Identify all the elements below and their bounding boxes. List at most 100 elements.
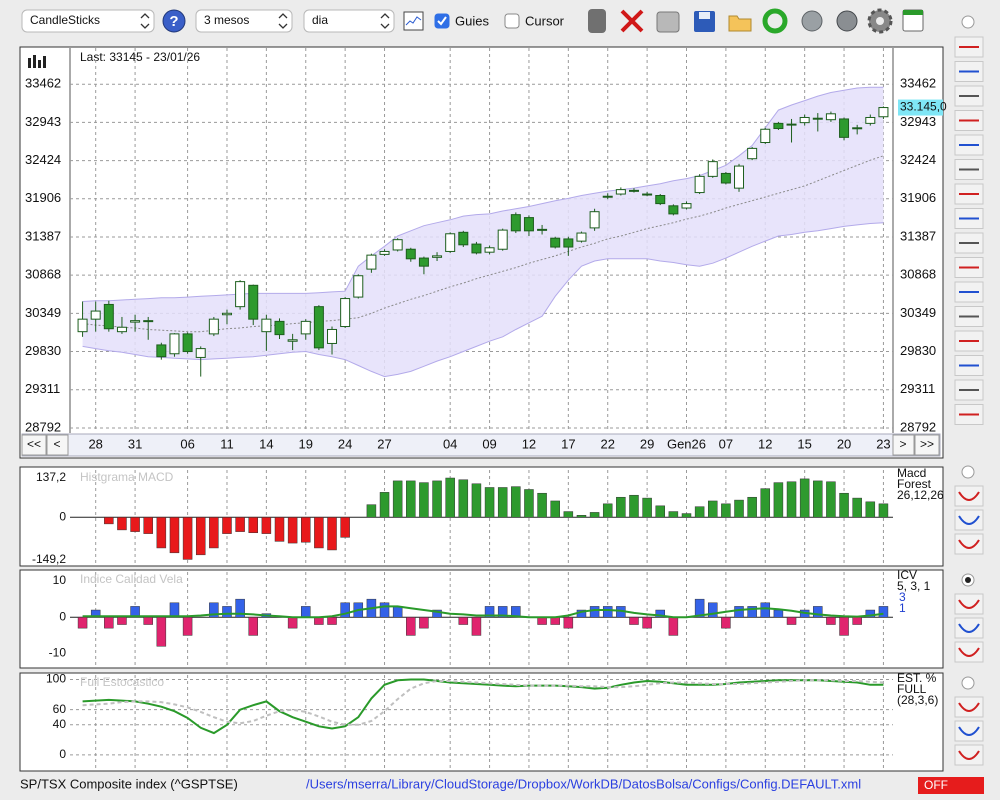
tool-icon (958, 726, 980, 736)
y-tick-label-right: 33462 (900, 76, 936, 91)
lower-band (82, 222, 884, 378)
chart-icon-line (405, 16, 422, 26)
candle-body (274, 320, 285, 336)
chart-icon[interactable] (403, 11, 424, 31)
y-tick-label: 32943 (25, 114, 61, 129)
candle-body (747, 147, 758, 160)
candle-body (786, 123, 797, 126)
open-icon[interactable] (728, 15, 752, 32)
candle-body (550, 237, 561, 248)
bar (747, 496, 757, 518)
bar (195, 517, 206, 556)
bar (406, 480, 416, 518)
bar (799, 478, 810, 518)
bar (747, 606, 757, 618)
print-icon[interactable] (656, 11, 680, 33)
tool-button[interactable] (954, 617, 984, 639)
candle-body (235, 281, 246, 308)
x-tick-label: 27 (377, 436, 391, 451)
radio-button[interactable] (961, 465, 975, 479)
status-box[interactable] (918, 777, 984, 794)
y-tick-label: 29311 (25, 381, 60, 396)
bar (130, 606, 140, 618)
next-button[interactable] (892, 434, 915, 456)
period-select[interactable] (195, 9, 293, 33)
side-label: 5, 3, 1 (897, 579, 931, 593)
candle-body (418, 257, 429, 267)
bar (432, 480, 442, 518)
money-icon[interactable] (801, 10, 823, 32)
bar (104, 517, 114, 525)
bar (655, 609, 665, 618)
candle-body (537, 228, 548, 231)
radio-button[interactable] (961, 15, 975, 29)
status-text: OFF (924, 778, 948, 792)
previous-button[interactable] (46, 434, 69, 456)
y-tick-label: 31906 (25, 190, 61, 205)
side-label: ICV (897, 568, 917, 582)
help-button[interactable] (162, 9, 186, 33)
bar (379, 602, 390, 618)
candle-body (799, 116, 810, 124)
x-tick-label: 07 (719, 436, 733, 451)
y-tick-label: 0 (59, 509, 66, 523)
interval-select[interactable] (303, 9, 395, 33)
bar (524, 489, 534, 518)
delete-icon[interactable] (620, 9, 644, 33)
bar (694, 598, 705, 618)
tool-button[interactable] (954, 485, 984, 507)
candle-body (497, 229, 508, 250)
signal-label: 3 (899, 590, 906, 604)
side-label: Macd (897, 466, 926, 480)
tool-button[interactable] (954, 593, 984, 615)
candle-body (261, 318, 272, 333)
bar (366, 504, 377, 518)
radio-button[interactable] (961, 676, 975, 690)
bar (419, 617, 429, 629)
bar (721, 617, 731, 629)
chevron (140, 13, 150, 29)
x-tick-label: 19 (299, 436, 313, 451)
bar (878, 606, 889, 618)
tool-button[interactable] (954, 720, 984, 742)
candle-body (208, 318, 219, 335)
next-text: > (899, 437, 906, 451)
y-tick-label: 32424 (25, 152, 61, 167)
bar (786, 617, 797, 625)
candle-body (169, 333, 180, 355)
tool-icon (958, 491, 980, 501)
candle-body (510, 214, 521, 232)
previous-text: < (53, 437, 60, 451)
tool-icon (958, 539, 980, 549)
refresh-icon[interactable] (762, 8, 788, 34)
candle-body (589, 211, 600, 229)
first-text: << (27, 437, 41, 451)
tool-button[interactable] (954, 641, 984, 663)
trash-icon[interactable] (588, 9, 606, 33)
bar (419, 482, 429, 518)
candle-body (812, 117, 823, 120)
candle-body (707, 161, 718, 177)
bar (878, 503, 889, 518)
tool-button[interactable] (954, 744, 984, 766)
config-path[interactable]: /Users/mserra/Library/CloudStorage/Dropb… (306, 776, 861, 791)
first-button[interactable] (21, 434, 47, 456)
bar (708, 500, 718, 518)
bar (642, 617, 652, 629)
last-button[interactable] (914, 434, 940, 456)
cursor-checkbox[interactable] (504, 13, 520, 29)
tool-button[interactable] (954, 533, 984, 555)
chart-type-select[interactable] (21, 9, 155, 33)
settings-hole (876, 17, 884, 25)
price-tag-label: 33.145,0 (900, 100, 947, 114)
y-tick-label: 31387 (25, 228, 61, 243)
side-label: EST. % (897, 671, 937, 685)
series-line (82, 679, 884, 726)
bar (497, 606, 508, 618)
tool-button[interactable] (954, 696, 984, 718)
euro-icon[interactable] (836, 10, 858, 32)
tool-button[interactable] (954, 509, 984, 531)
candle-body (668, 205, 679, 215)
candle-body (340, 298, 351, 328)
bar (721, 503, 731, 518)
